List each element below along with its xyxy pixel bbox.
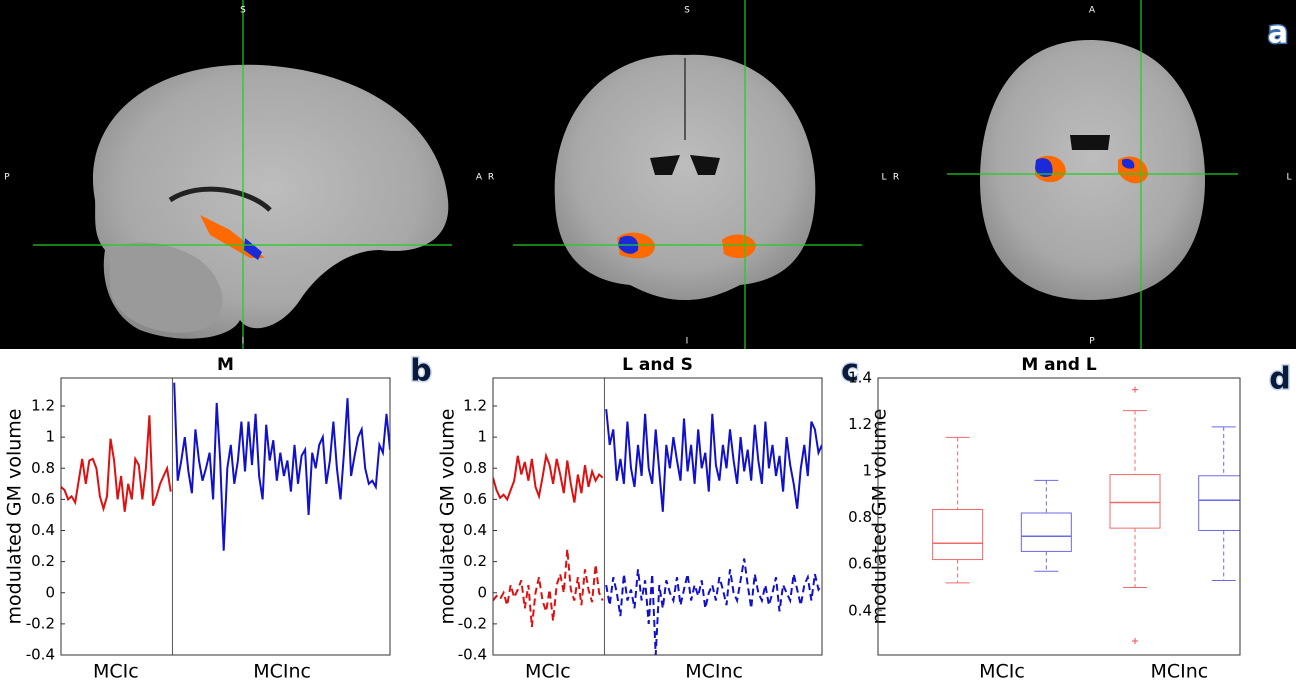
y-tick-label: 0.2: [463, 552, 487, 570]
panel-label: c: [841, 354, 859, 389]
y-tick-label: 1.2: [463, 397, 487, 415]
ventricle: [168, 186, 272, 212]
outlier: [1132, 386, 1139, 393]
plot-frame: [877, 377, 1241, 656]
orientation-label: I: [686, 337, 689, 347]
y-tick-label: 0.6: [463, 490, 487, 508]
panel-label: b: [410, 354, 431, 389]
orientation-label: P: [1089, 337, 1095, 347]
y-tick-label: 0: [45, 583, 55, 601]
y-axis-label: modulated GM volume: [437, 409, 459, 625]
data-line: [605, 409, 822, 512]
data-line: [605, 558, 822, 655]
box: [1109, 474, 1161, 529]
cluster-blue: [1035, 158, 1053, 178]
orientation-label: R: [893, 173, 899, 183]
orientation-label: S: [684, 6, 690, 16]
x-tick-label: MCIc: [93, 661, 139, 683]
y-axis-label: modulated GM volume: [4, 409, 26, 625]
x-tick-label: MCInc: [685, 661, 743, 683]
brain-outline: [980, 40, 1205, 300]
plot-frame: [60, 377, 391, 656]
chart-title: M: [217, 355, 234, 375]
chart-title: L and S: [622, 355, 693, 375]
chart-title: M and L: [1021, 355, 1096, 375]
orientation-label: S: [240, 6, 246, 16]
box: [932, 509, 984, 561]
orientation-label: A: [1089, 6, 1096, 16]
y-tick-label: 1: [862, 462, 872, 480]
brain-panel: S I P A S I R L: [0, 0, 1296, 349]
y-tick-label: -0.4: [458, 646, 487, 664]
y-tick-label: 0.4: [848, 601, 872, 619]
cluster-blue: [1122, 158, 1135, 169]
data-line: [61, 415, 172, 513]
x-tick-label: MCIc: [525, 661, 571, 683]
y-tick-label: 0: [477, 583, 487, 601]
plot-area: [493, 409, 822, 655]
y-axis-label: modulated GM volume: [869, 409, 891, 625]
panel-label: d: [1269, 362, 1290, 397]
box: [1198, 475, 1240, 531]
cluster-blue: [244, 238, 262, 260]
plot-frame: [492, 377, 823, 656]
outlier: [1132, 638, 1139, 645]
data-line: [173, 382, 390, 551]
y-tick-label: 0.2: [31, 552, 55, 570]
y-tick-label: 0.8: [31, 459, 55, 477]
orientation-label: R: [488, 173, 494, 183]
y-tick-label: 1.4: [848, 369, 872, 387]
data-line: [493, 549, 604, 628]
ventricle: [650, 155, 720, 175]
cluster-orange: [722, 234, 756, 259]
chart: M and L modulated GM volume d 0.4 0.6 0.8 1 1.2…: [848, 355, 1292, 683]
y-tick-label: 0.8: [463, 459, 487, 477]
panel-label: a: [1268, 16, 1288, 51]
orientation-label: A: [476, 173, 483, 183]
x-tick-label: MCIc: [979, 661, 1025, 683]
y-tick-label: 1: [45, 428, 55, 446]
chart: L and S modulated GM volume c -0.4 -0.2 0 0.2 0…: [437, 352, 861, 683]
cerebellum: [110, 242, 223, 333]
y-tick-label: 0.4: [463, 521, 487, 539]
y-tick-label: 1.2: [31, 397, 55, 415]
plot-area: [932, 386, 1240, 645]
y-tick-label: 0.4: [31, 521, 55, 539]
y-tick-label: -0.4: [26, 646, 55, 664]
y-tick-label: 1.2: [848, 415, 872, 433]
orientation-label: L: [1286, 173, 1291, 183]
box: [1020, 512, 1072, 552]
y-tick-label: 0.6: [31, 490, 55, 508]
x-tick-label: MCInc: [253, 661, 311, 683]
y-tick-label: 1: [477, 428, 487, 446]
y-tick-label: -0.2: [458, 614, 487, 632]
x-tick-label: MCInc: [1150, 661, 1208, 683]
y-tick-label: -0.2: [26, 614, 55, 632]
orientation-label: L: [881, 173, 886, 183]
axial-slice: A P R L: [893, 0, 1292, 349]
sagittal-slice: S I P A: [4, 0, 483, 349]
plot-area: [61, 382, 390, 551]
ventricle: [1070, 135, 1110, 150]
orientation-label: P: [4, 173, 10, 183]
coronal-slice: S I R L: [488, 0, 887, 349]
data-line: [493, 451, 604, 503]
y-tick-label: 0.8: [848, 508, 872, 526]
orientation-label: I: [242, 337, 245, 347]
y-tick-label: 0.6: [848, 555, 872, 573]
